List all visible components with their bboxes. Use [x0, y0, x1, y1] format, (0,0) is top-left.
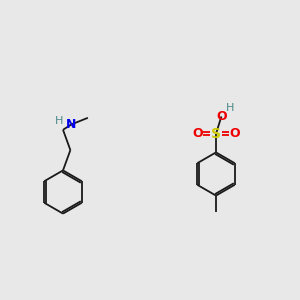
Text: H: H: [226, 103, 234, 113]
Text: H: H: [55, 116, 63, 126]
Text: N: N: [66, 118, 76, 131]
Text: O: O: [216, 110, 227, 123]
Text: O: O: [192, 127, 203, 140]
Text: S: S: [211, 127, 221, 141]
Text: O: O: [229, 127, 240, 140]
